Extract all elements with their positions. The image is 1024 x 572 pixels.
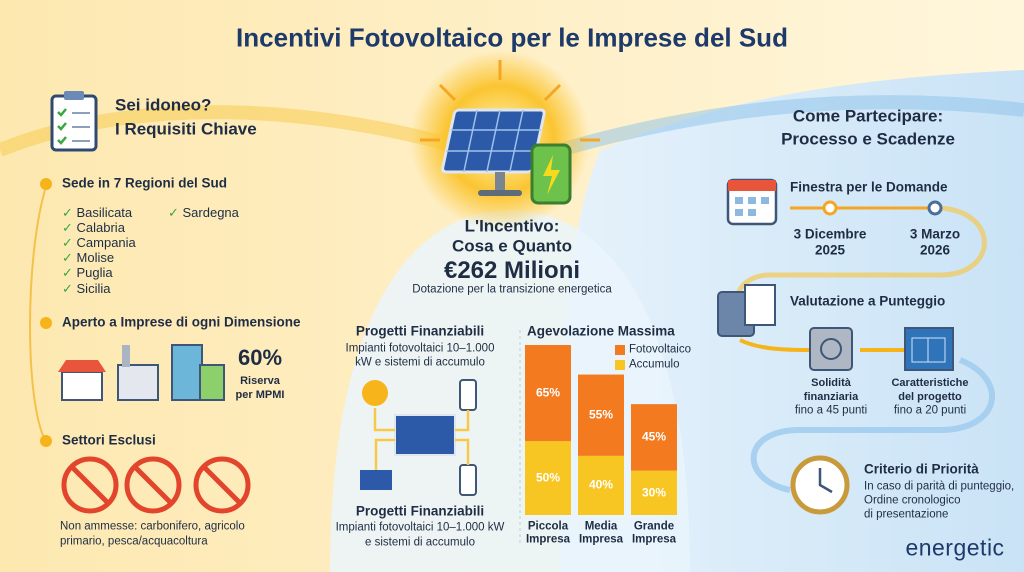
- value-label: 50%: [535, 470, 561, 485]
- text: Finestra per le Domande: [790, 179, 948, 195]
- legend-swatch: [615, 360, 625, 370]
- text: per MPMI: [235, 388, 285, 401]
- text: Processo e Scadenze: [781, 129, 955, 149]
- text: Progetti Finanziabili: [355, 503, 485, 519]
- value-label: 30%: [641, 485, 667, 500]
- region-item: Sardegna: [168, 205, 239, 220]
- page-title: Incentivi Fotovoltaico per le Imprese de…: [236, 22, 788, 53]
- brand-logo: energetic: [905, 534, 1005, 561]
- text: Cosa e Quanto: [452, 236, 572, 256]
- bar-segment: [578, 374, 624, 456]
- text: Criterio di Priorità: [864, 461, 979, 477]
- legend-swatch: [615, 345, 625, 355]
- text: Valutazione a Punteggio: [790, 293, 946, 309]
- text: 2026: [919, 242, 951, 258]
- bar-segment: [525, 441, 571, 515]
- text: Aperto a Imprese di ogni Dimensione: [62, 314, 301, 330]
- text: kW e sistemi di accumulo: [355, 356, 485, 369]
- chart-title: Agevolazione Massima: [527, 323, 675, 339]
- text: Come Partecipare:: [792, 106, 944, 126]
- category-label: Piccola Impresa: [525, 520, 571, 545]
- region-item: Calabria: [62, 220, 125, 235]
- region-item: Campania: [62, 235, 136, 250]
- text: Settori Esclusi: [62, 432, 156, 448]
- region-item: Molise: [62, 250, 115, 265]
- category-label: Media Impresa: [578, 520, 624, 545]
- text: finanziaria: [803, 390, 859, 403]
- category-label: Grande Impresa: [631, 520, 677, 545]
- bar-segment: [525, 345, 571, 442]
- text: In caso di parità di punteggio,: [864, 480, 1015, 493]
- text: 60%: [237, 344, 283, 370]
- text: Impianti fotovoltaici 10–1.000 kW: [335, 521, 505, 534]
- text: di presentazione: [864, 508, 949, 521]
- region-item: Puglia: [62, 265, 113, 280]
- bar-segment: [578, 455, 624, 515]
- text: 3 Marzo: [909, 226, 961, 242]
- text: I Requisiti Chiave: [115, 119, 257, 139]
- region-item: Sicilia: [62, 281, 111, 296]
- text: Non ammesse: carbonifero, agricolo: [60, 520, 245, 533]
- text: 3 Dicembre: [793, 226, 867, 242]
- text: fino a 20 punti: [893, 404, 967, 417]
- legend-label: Fotovoltaico: [629, 343, 692, 356]
- value-label: 65%: [535, 385, 561, 400]
- text: Impianti fotovoltaici 10–1.000: [345, 342, 495, 355]
- text: Progetti Finanziabili: [355, 323, 485, 339]
- text: primario, pesca/acquacoltura: [60, 535, 208, 548]
- text: del progetto: [898, 390, 962, 403]
- text: 2025: [814, 242, 846, 258]
- text: Ordine cronologico: [864, 494, 961, 507]
- text: €262 Milioni: [443, 256, 581, 284]
- region-item: Basilicata: [62, 205, 133, 220]
- text: Dotazione per la transizione energetica: [412, 283, 612, 296]
- text: Caratteristiche: [891, 376, 969, 389]
- text: Riserva: [240, 374, 280, 387]
- value-label: 45%: [641, 429, 667, 444]
- text: fino a 45 punti: [794, 404, 868, 417]
- text: Sede in 7 Regioni del Sud: [62, 175, 228, 191]
- legend-label: Accumulo: [629, 358, 680, 371]
- text: e sistemi di accumulo: [365, 536, 475, 549]
- text: Solidità: [811, 376, 851, 389]
- value-label: 55%: [588, 407, 614, 422]
- bar-segment: [631, 404, 677, 471]
- value-label: 40%: [588, 477, 614, 492]
- bar-segment: [631, 470, 677, 515]
- text: Sei idoneo?: [115, 95, 212, 115]
- text: L'Incentivo:: [464, 216, 560, 236]
